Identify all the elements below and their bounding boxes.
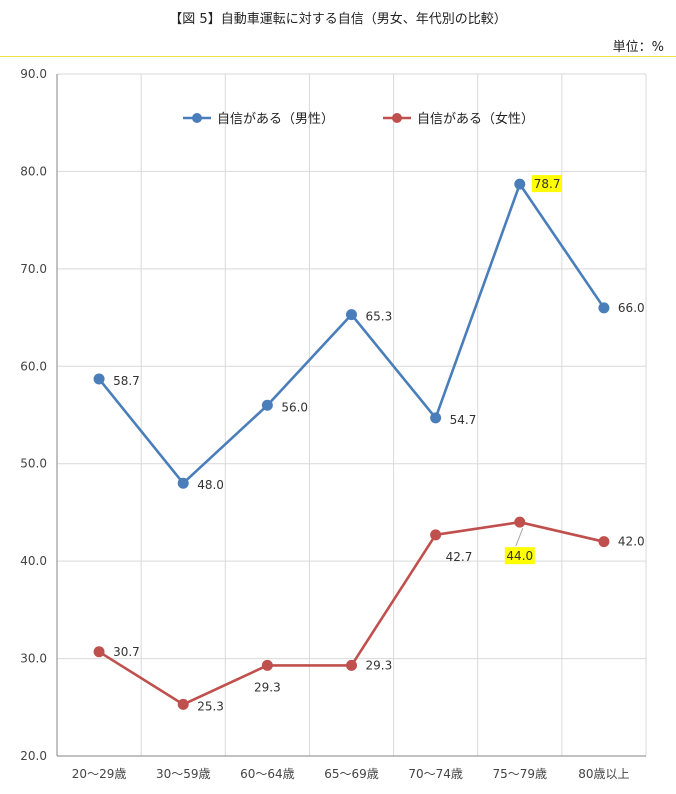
data-point — [430, 529, 442, 541]
y-tick-label: 30.0 — [20, 652, 47, 666]
legend-label: 自信がある（男性） — [217, 112, 334, 127]
y-tick-label: 60.0 — [20, 359, 47, 373]
data-label: 58.7 — [113, 374, 140, 388]
legend-swatch-marker — [192, 113, 202, 123]
data-label: 29.3 — [366, 658, 393, 672]
data-point — [514, 516, 526, 528]
title-divider — [0, 56, 676, 57]
data-point — [93, 646, 105, 658]
data-label: 65.3 — [366, 310, 393, 324]
y-tick-label: 50.0 — [20, 457, 47, 471]
y-tick-label: 40.0 — [20, 554, 47, 568]
x-tick-label: 80歳以上 — [578, 767, 629, 781]
data-point — [514, 178, 526, 190]
y-tick-label: 20.0 — [20, 749, 47, 763]
x-tick-label: 75〜79歳 — [493, 767, 548, 781]
data-point — [93, 373, 105, 385]
x-tick-label: 20〜29歳 — [72, 767, 127, 781]
data-point — [177, 477, 189, 489]
y-tick-label: 80.0 — [20, 164, 47, 178]
data-label: 25.3 — [197, 699, 224, 713]
leader-line — [515, 527, 524, 547]
data-label-highlight — [504, 547, 535, 565]
data-label: 66.0 — [618, 301, 645, 315]
data-label: 78.7 — [534, 177, 561, 191]
data-label: 56.0 — [281, 400, 308, 414]
data-label-highlight — [531, 175, 562, 193]
data-label: 42.7 — [446, 550, 473, 564]
data-label: 44.0 — [506, 549, 533, 563]
data-point — [261, 659, 273, 671]
x-tick-label: 30〜59歳 — [156, 767, 211, 781]
x-tick-label: 70〜74歳 — [408, 767, 463, 781]
chart-title: 【図 5】自動車運転に対する自信（男女、年代別の比較） — [169, 12, 507, 27]
data-label: 29.3 — [254, 680, 281, 694]
data-point — [346, 659, 357, 671]
y-tick-label: 70.0 — [20, 262, 47, 276]
data-label: 48.0 — [197, 478, 224, 492]
series-line-0 — [98, 182, 605, 485]
data-point — [598, 536, 610, 548]
x-tick-label: 65〜69歳 — [324, 767, 379, 781]
data-point — [177, 698, 189, 710]
y-tick-label: 90.0 — [20, 67, 47, 81]
data-point — [598, 302, 610, 314]
x-tick-label: 60〜64歳 — [240, 767, 295, 781]
unit-label: 単位：% — [612, 40, 664, 55]
data-label: 54.7 — [450, 413, 477, 427]
data-label: 42.0 — [618, 535, 645, 549]
data-label: 30.7 — [113, 645, 140, 659]
data-point — [261, 399, 273, 411]
legend-label: 自信がある（女性） — [417, 111, 534, 127]
data-point — [346, 309, 357, 321]
data-point — [430, 412, 442, 424]
legend-swatch-marker — [392, 113, 402, 123]
